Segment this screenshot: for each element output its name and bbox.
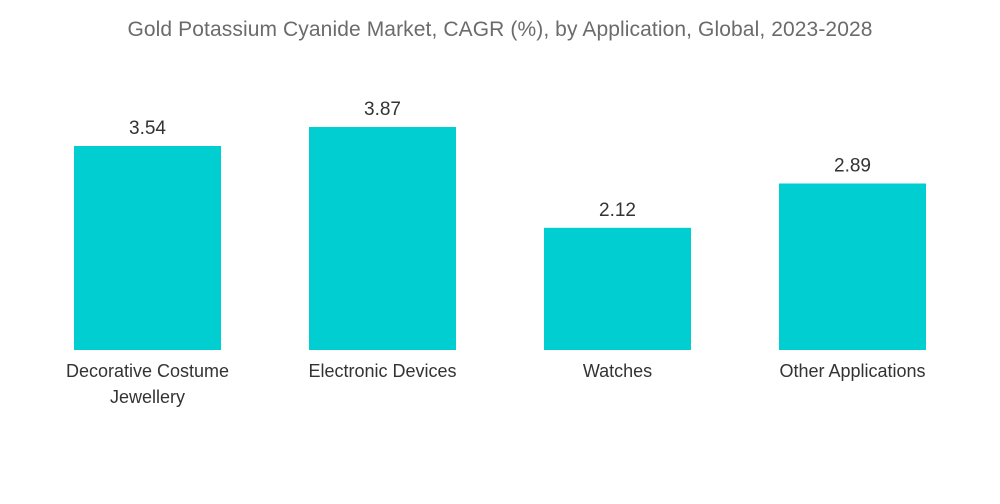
category-label-0-line-1: Jewellery (110, 387, 185, 407)
category-label-1: Electronic Devices (308, 361, 456, 381)
chart-title: Gold Potassium Cyanide Market, CAGR (%),… (127, 18, 873, 41)
category-label-0-line-0: Decorative Costume (66, 361, 229, 381)
value-label-2: 2.12 (599, 200, 636, 221)
bar-1 (309, 127, 456, 350)
value-label-3: 2.89 (834, 156, 871, 177)
value-label-0: 3.54 (129, 118, 166, 139)
bar-0 (74, 146, 221, 350)
category-label-2: Watches (583, 361, 652, 381)
value-label-1: 3.87 (364, 99, 401, 120)
bar-2 (544, 227, 691, 350)
bar-3 (779, 183, 926, 350)
category-label-3: Other Applications (779, 361, 925, 381)
